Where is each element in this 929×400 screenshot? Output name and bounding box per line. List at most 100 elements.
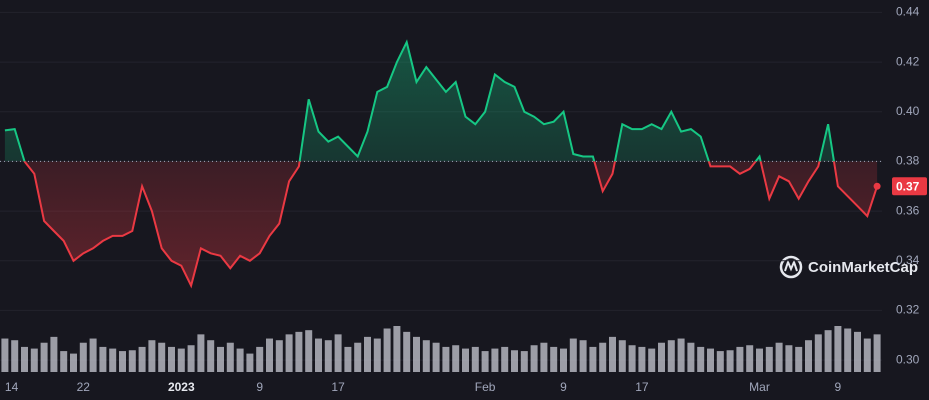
volume-bar <box>226 342 234 372</box>
volume-bar <box>422 340 430 372</box>
volume-bar <box>520 351 528 372</box>
x-tick-label: Mar <box>749 380 770 394</box>
volume-bar <box>256 346 264 372</box>
volume-bar <box>30 348 38 372</box>
x-tick-label: 9 <box>560 380 567 394</box>
volume-bar <box>305 330 313 372</box>
volume-bar <box>648 348 656 372</box>
volume-bar <box>21 346 28 372</box>
price-tag-label: 0.37 <box>896 179 920 193</box>
volume-bar <box>168 346 175 372</box>
price-tag <box>892 177 927 196</box>
y-tick-label: 0.44 <box>896 5 920 19</box>
price-line-down <box>23 161 879 289</box>
volume-bar <box>266 338 273 372</box>
volume-bar <box>844 328 852 372</box>
x-tick-label: 17 <box>635 380 649 394</box>
volume-bar <box>785 345 793 372</box>
x-tick-label: 9 <box>835 380 842 394</box>
volume-bar <box>579 340 587 372</box>
volume-bar <box>599 342 607 372</box>
volume-bar <box>618 340 626 372</box>
volume-bar <box>354 342 362 372</box>
watermark: CoinMarketCap <box>779 255 918 279</box>
volume-bar <box>569 338 577 372</box>
volume-bar <box>697 346 705 372</box>
volume-bar <box>432 342 440 372</box>
x-tick-label: Feb <box>475 380 496 394</box>
volume-bar <box>550 346 558 372</box>
volume-bar <box>197 334 205 372</box>
volume-bar <box>530 345 538 372</box>
volume-bar <box>746 345 754 372</box>
volume-bar <box>236 348 244 372</box>
volume-bar <box>158 342 166 372</box>
volume-bar <box>177 348 185 372</box>
volume-bar <box>756 348 763 372</box>
volume-bar <box>40 342 48 372</box>
volume-bar <box>462 348 469 372</box>
watermark-logo <box>779 255 803 279</box>
volume-bar <box>736 346 744 372</box>
volume-bar <box>70 353 77 372</box>
volume-bar <box>667 340 675 372</box>
volume-bar <box>873 334 881 372</box>
volume-bar <box>471 346 479 372</box>
volume-bar <box>795 346 803 372</box>
volume-bar <box>99 346 107 372</box>
volume-bar <box>628 345 636 372</box>
price-line-up <box>4 39 835 162</box>
y-tick-label: 0.30 <box>896 352 920 366</box>
x-tick-label: 2023 <box>168 380 195 394</box>
volume-bar <box>79 342 87 372</box>
volume-bar <box>765 346 773 372</box>
volume-bar <box>589 346 597 372</box>
y-tick-label: 0.36 <box>896 203 920 217</box>
volume-bar <box>609 336 616 372</box>
volume-bar <box>344 346 352 372</box>
volume-bar <box>60 351 68 372</box>
volume-bar <box>540 342 548 372</box>
volume-bar <box>481 351 489 372</box>
volume-bar <box>50 336 58 372</box>
volume-bar <box>442 346 450 372</box>
volume-bar <box>403 331 411 372</box>
volume-bar <box>119 351 126 372</box>
x-tick-label: 9 <box>256 380 263 394</box>
volume-bar <box>677 338 685 372</box>
volume-bar <box>393 326 401 372</box>
volume-bar <box>187 345 195 372</box>
volume-bar <box>775 342 783 372</box>
volume-bar <box>207 340 215 372</box>
watermark-text: CoinMarketCap <box>808 259 918 276</box>
volume-bar <box>824 330 832 372</box>
volume-bar <box>217 346 224 372</box>
volume-bar <box>138 346 146 372</box>
volume-bar <box>452 345 460 372</box>
volume-bar <box>315 338 322 372</box>
volume-bar <box>560 348 567 372</box>
volume-bar <box>148 340 156 372</box>
y-tick-label: 0.42 <box>896 54 920 68</box>
y-tick-label: 0.40 <box>896 104 920 118</box>
volume-bar <box>285 334 293 372</box>
volume-bar <box>726 350 734 372</box>
x-tick-label: 17 <box>331 380 345 394</box>
volume-bar <box>128 350 136 372</box>
x-tick-label: 22 <box>77 380 91 394</box>
y-tick-label: 0.34 <box>896 253 920 267</box>
volume-bar <box>658 342 665 372</box>
volume-bar <box>11 340 19 372</box>
y-tick-label: 0.38 <box>896 154 920 168</box>
x-tick-label: 14 <box>5 380 19 394</box>
volume-bar <box>295 331 303 372</box>
volume-bar <box>324 340 332 372</box>
y-tick-label: 0.32 <box>896 303 920 317</box>
volume-bar <box>716 351 724 372</box>
volume-bar <box>834 326 842 372</box>
volume-bar <box>364 336 371 372</box>
volume-bar <box>1 338 9 372</box>
volume-bar <box>275 340 283 372</box>
volume-bar <box>707 348 714 372</box>
